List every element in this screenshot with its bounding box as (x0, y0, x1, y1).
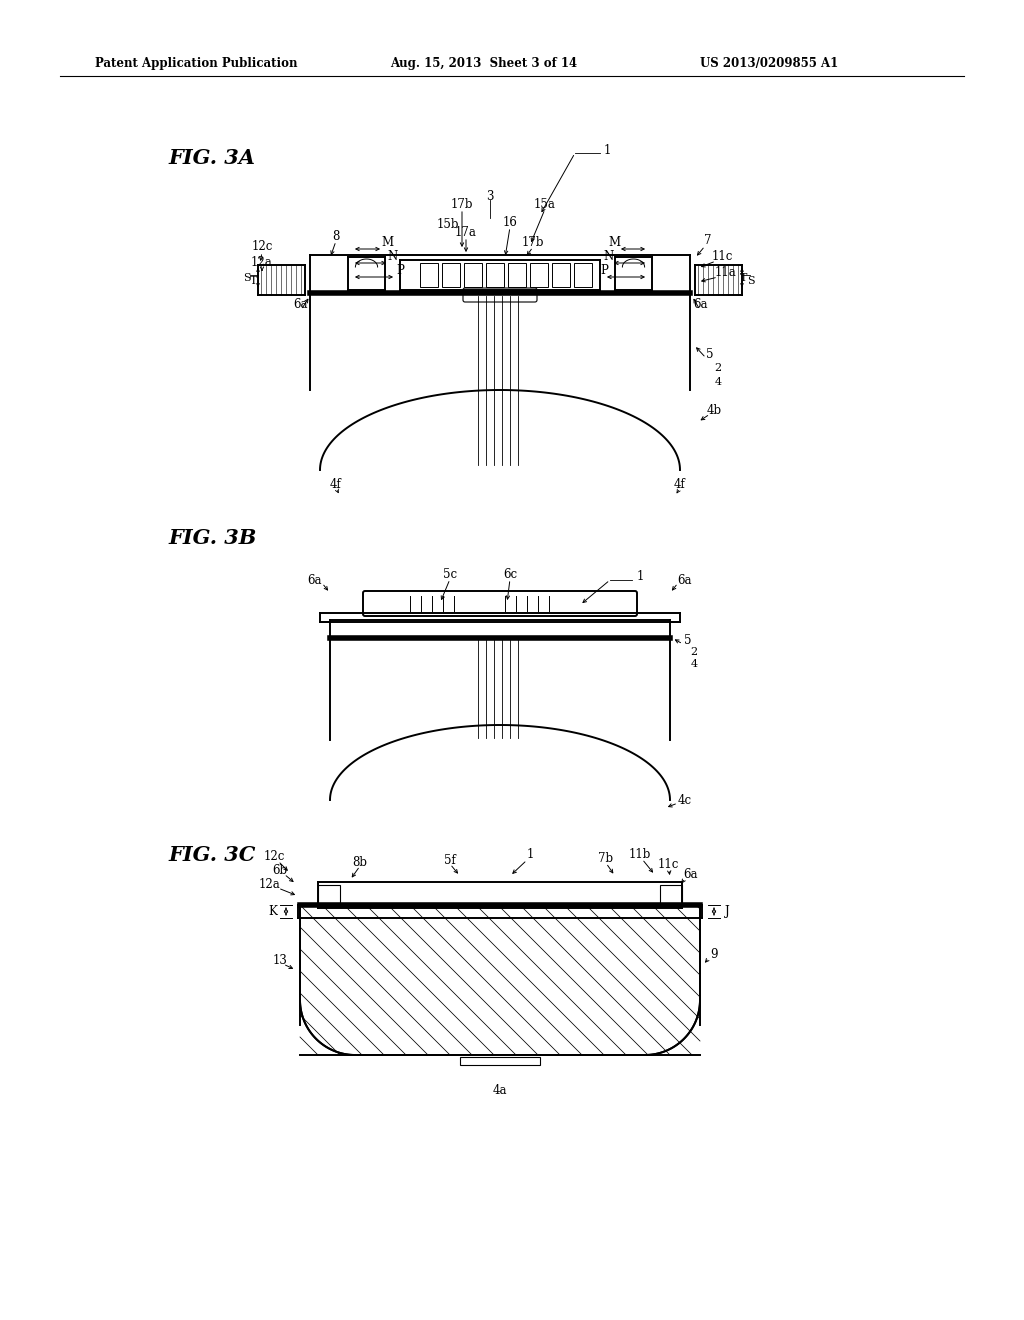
Text: 2: 2 (715, 363, 722, 374)
Bar (645, 1001, 702, 1060)
Text: Aug. 15, 2013  Sheet 3 of 14: Aug. 15, 2013 Sheet 3 of 14 (390, 57, 578, 70)
Bar (530, 263, 548, 286)
Text: 6a: 6a (294, 298, 308, 312)
Text: 11b: 11b (629, 847, 651, 861)
Text: 4f: 4f (674, 478, 686, 491)
Bar (420, 263, 438, 286)
Text: N: N (604, 251, 614, 264)
Bar (574, 263, 592, 286)
Bar (552, 263, 570, 286)
Text: 12c: 12c (251, 240, 272, 253)
Text: 6a: 6a (678, 573, 692, 586)
Text: Patent Application Publication: Patent Application Publication (95, 57, 298, 70)
Text: 1: 1 (636, 570, 644, 583)
Text: T: T (250, 276, 258, 286)
Bar (508, 263, 526, 286)
Text: 2: 2 (690, 647, 697, 657)
Text: K: K (268, 906, 278, 917)
Text: 17b: 17b (522, 236, 544, 249)
Text: 5c: 5c (443, 568, 457, 581)
Text: 4: 4 (715, 378, 722, 387)
Text: 1: 1 (603, 144, 610, 157)
Text: 17b: 17b (451, 198, 473, 210)
Text: 7: 7 (705, 235, 712, 248)
Text: T: T (740, 273, 748, 282)
Text: N: N (388, 251, 398, 264)
Text: 6a: 6a (693, 298, 708, 312)
Text: US 2013/0209855 A1: US 2013/0209855 A1 (700, 57, 839, 70)
Text: 11a: 11a (715, 265, 737, 279)
Text: 16: 16 (503, 215, 517, 228)
Text: 4c: 4c (678, 793, 692, 807)
Text: 4a: 4a (493, 1084, 507, 1097)
Bar (298, 1001, 355, 1060)
Bar (464, 263, 482, 286)
FancyBboxPatch shape (362, 591, 637, 616)
Text: M: M (608, 235, 621, 248)
Text: 4b: 4b (707, 404, 722, 417)
Bar (660, 884, 682, 907)
Text: FIG. 3A: FIG. 3A (168, 148, 255, 168)
Text: 6a: 6a (683, 867, 697, 880)
Text: 5: 5 (707, 348, 714, 362)
FancyBboxPatch shape (463, 288, 537, 302)
Text: 7b: 7b (598, 851, 613, 865)
Text: 4: 4 (690, 659, 697, 669)
Text: 5: 5 (684, 634, 692, 647)
Text: 1: 1 (526, 849, 534, 862)
Text: 17a: 17a (455, 226, 477, 239)
Text: 6c: 6c (503, 568, 517, 581)
Text: FIG. 3C: FIG. 3C (168, 845, 255, 865)
Text: 12a: 12a (251, 256, 272, 268)
Text: 5f: 5f (444, 854, 456, 866)
Text: 8b: 8b (352, 855, 368, 869)
Text: 4f: 4f (330, 478, 342, 491)
Text: 3: 3 (486, 190, 494, 202)
Bar (486, 263, 504, 286)
Text: 9: 9 (711, 949, 718, 961)
Text: 13: 13 (272, 953, 288, 966)
Text: 11c: 11c (712, 249, 733, 263)
Text: S: S (748, 276, 755, 286)
Text: S: S (243, 273, 251, 282)
Bar (442, 263, 460, 286)
Text: P: P (396, 264, 403, 277)
Text: 8: 8 (333, 230, 340, 243)
Bar (318, 884, 340, 907)
Text: J: J (725, 906, 729, 917)
Text: 6b: 6b (272, 863, 288, 876)
Bar (460, 1057, 540, 1065)
Text: P: P (600, 264, 608, 277)
Text: M: M (381, 235, 393, 248)
Text: 6a: 6a (308, 573, 323, 586)
Text: 15b: 15b (437, 219, 459, 231)
Text: FIG. 3B: FIG. 3B (168, 528, 256, 548)
Text: 12a: 12a (259, 878, 281, 891)
Text: 11c: 11c (657, 858, 679, 870)
Text: 15a: 15a (535, 198, 556, 210)
Text: 12c: 12c (263, 850, 285, 862)
